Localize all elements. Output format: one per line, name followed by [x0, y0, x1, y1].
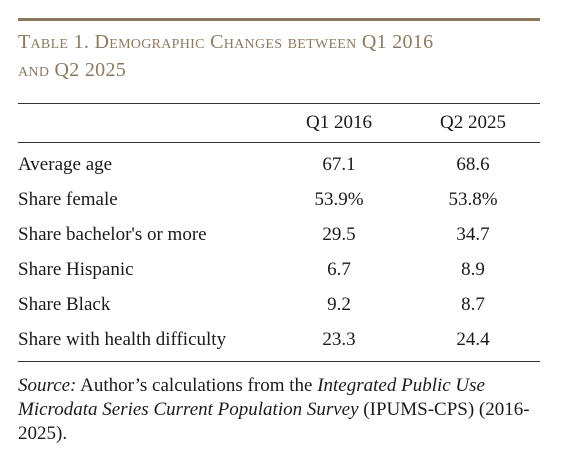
source-dataset-name: Integrated Public Use Microdata Series C… [18, 375, 485, 420]
row-value-q2-2025: 8.9 [461, 259, 485, 280]
table-body: Average age 67.1 68.6 Share female 53.9%… [18, 143, 540, 361]
table-header-row: Q1 2016 Q2 2025 [18, 104, 540, 142]
header-q2-2025: Q2 2025 [440, 112, 506, 133]
row-value-q1-2016: 6.7 [327, 259, 351, 280]
row-value-q1-2016: 53.9% [314, 189, 364, 210]
source-note: Source: Author’s calculations from the I… [18, 374, 543, 446]
row-label: Share bachelor's or more [18, 224, 207, 245]
table-header-rule [18, 142, 540, 143]
row-label: Share with health difficulty [18, 329, 227, 350]
row-value-q2-2025: 68.6 [456, 154, 490, 175]
row-value-q2-2025: 53.8% [448, 189, 498, 210]
table-title-line-1: Table 1. Demographic Changes between Q1 … [18, 31, 434, 53]
row-value-q1-2016: 23.3 [322, 329, 356, 350]
table-row: Share Black 9.2 8.7 [18, 287, 540, 322]
row-value-q1-2016: 29.5 [322, 224, 356, 245]
source-text-2: (IPUMS-CPS) (2016-2025). [18, 399, 530, 444]
table-bottom-rule [18, 361, 540, 362]
top-accent-rule [18, 18, 540, 21]
demographics-table: Q1 2016 Q2 2025 Average age 67.1 68.6 Sh… [18, 103, 540, 362]
row-value-q1-2016: 9.2 [327, 294, 351, 315]
row-label: Share Black [18, 294, 111, 315]
row-label: Share female [18, 189, 118, 210]
source-text-1: Author’s calculations from the [76, 375, 318, 396]
row-value-q1-2016: 67.1 [322, 154, 356, 175]
table-row: Share Hispanic 6.7 8.9 [18, 252, 540, 287]
table-top-rule [18, 103, 540, 104]
source-label: Source: [18, 375, 77, 396]
row-label: Average age [18, 154, 113, 175]
table-title-line-2: and Q2 2025 [18, 59, 127, 81]
header-q1-2016: Q1 2016 [306, 112, 372, 133]
table-title: Table 1. Demographic Changes between Q1 … [18, 28, 540, 84]
table-row: Average age 67.1 68.6 [18, 147, 540, 182]
table-row: Share with health difficulty 23.3 24.4 [18, 322, 540, 357]
row-value-q2-2025: 34.7 [456, 224, 490, 245]
table-row: Share bachelor's or more 29.5 34.7 [18, 217, 540, 252]
row-label: Share Hispanic [18, 259, 134, 280]
row-value-q2-2025: 24.4 [456, 329, 490, 350]
row-value-q2-2025: 8.7 [461, 294, 485, 315]
table-row: Share female 53.9% 53.8% [18, 182, 540, 217]
